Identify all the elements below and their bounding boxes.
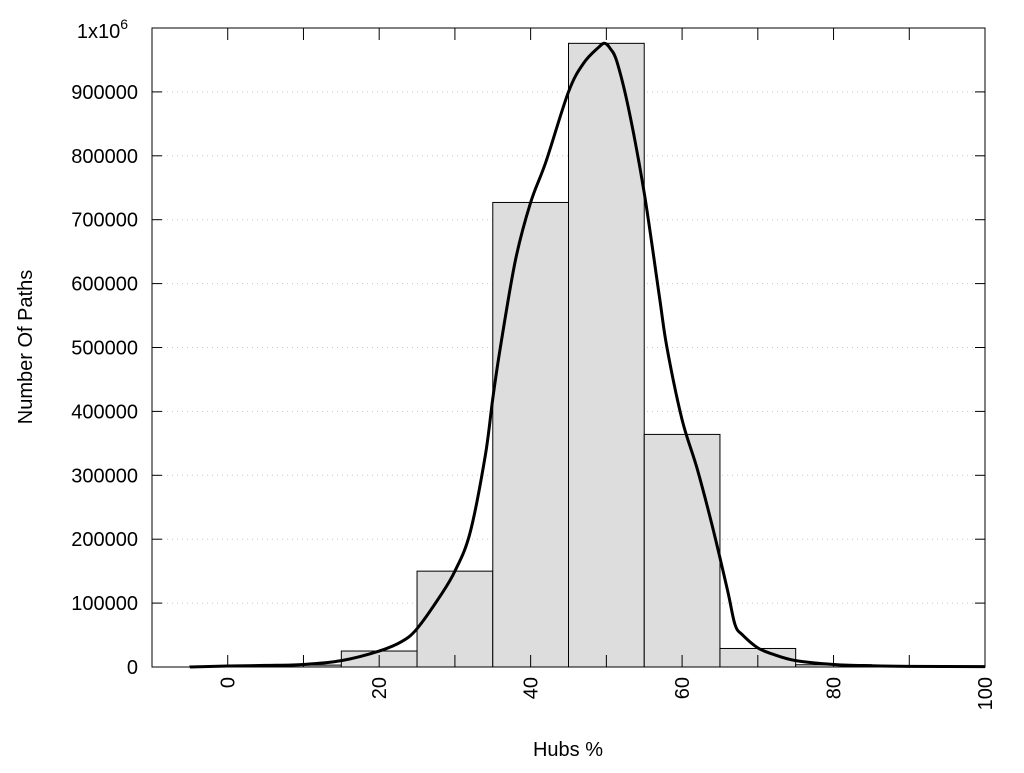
y-tick-label: 500000 (71, 338, 138, 360)
histogram-bar (492, 201, 570, 668)
bars (189, 42, 986, 668)
x-axis: 0 20 40 60 80 100 (218, 28, 997, 710)
y-tick-label: 200000 (71, 529, 138, 551)
x-tick-label: 20 (369, 677, 391, 699)
y-top-tick-label: 1x106 (77, 16, 128, 43)
density-curve (189, 41, 986, 669)
x-tick-label: 40 (521, 677, 543, 699)
x-tick-label: 0 (218, 677, 240, 688)
y-tick-label: 800000 (71, 146, 138, 168)
y-axis-label: Number Of Paths (15, 270, 37, 425)
x-tick-label: 100 (975, 677, 997, 710)
y-tick-label: 700000 (71, 210, 138, 232)
x-tick-label: 60 (672, 677, 694, 699)
y-tick-label: 600000 (71, 274, 138, 296)
y-tick-label: 0 (127, 657, 138, 679)
y-tick-label: 900000 (71, 82, 138, 104)
y-tick-label: 300000 (71, 465, 138, 487)
y-tick-label: 400000 (71, 401, 138, 423)
density-curve-line (189, 41, 986, 669)
x-axis-label: Hubs % (533, 739, 603, 761)
histogram-bar (643, 433, 721, 668)
histogram-bar (416, 570, 494, 668)
y-axis: 0 100000 200000 300000 400000 500000 600000 700… (71, 27, 985, 679)
y-tick-label: 100000 (71, 593, 138, 615)
x-tick-label: 80 (824, 677, 846, 699)
